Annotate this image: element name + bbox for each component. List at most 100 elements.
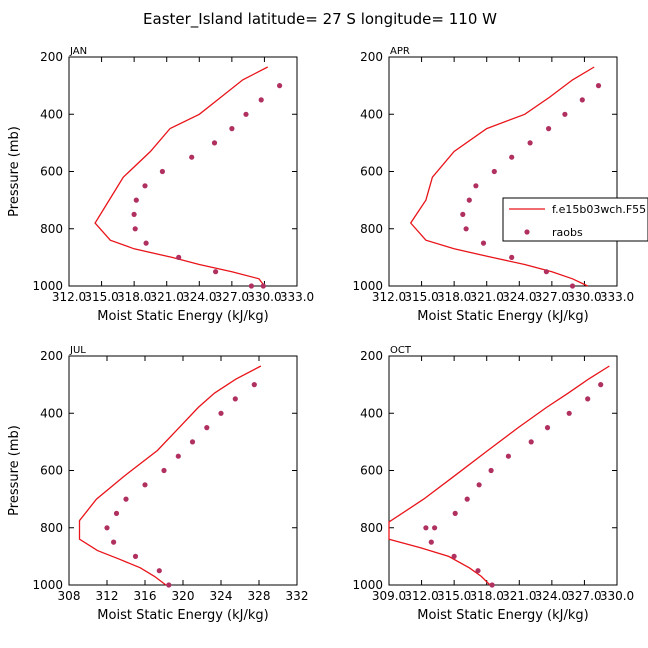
raobs-point <box>218 410 224 416</box>
raobs-point <box>423 525 429 531</box>
raobs-point <box>277 83 283 89</box>
y-tick-label: 200 <box>40 349 63 363</box>
x-axis-title: Moist Static Energy (kJ/kg) <box>417 309 588 324</box>
y-tick-label: 800 <box>360 222 383 236</box>
y-tick-label: 1000 <box>32 578 63 592</box>
panels: JAN312.0315.0318.0321.0324.0327.0330.033… <box>7 46 634 623</box>
x-tick-label: 320 <box>172 589 195 603</box>
x-tick-label: 330.0 <box>600 589 634 603</box>
y-tick-label: 400 <box>360 107 383 121</box>
raobs-point <box>243 111 249 117</box>
raobs-point <box>213 269 219 275</box>
raobs-point <box>491 168 497 175</box>
y-tick-label: 1000 <box>32 279 63 293</box>
x-tick-label: 327.0 <box>215 290 249 304</box>
raobs-point <box>466 197 472 203</box>
panel-label-jul: JUL <box>69 345 86 356</box>
raobs-point <box>475 568 481 574</box>
raobs-point <box>546 126 552 132</box>
raobs-point <box>579 97 585 103</box>
raobs-point <box>509 254 515 260</box>
raobs-point <box>473 183 479 189</box>
x-tick-label: 333.0 <box>280 290 314 304</box>
x-tick-label: 330.0 <box>567 290 601 304</box>
y-tick-label: 200 <box>360 349 383 363</box>
legend-marker-sample <box>524 229 530 235</box>
plot-frame-oct <box>388 355 618 586</box>
x-tick-label: 333.0 <box>600 290 634 304</box>
y-tick-label: 400 <box>40 406 63 420</box>
x-tick-label: 324 <box>210 589 233 603</box>
raobs-point <box>166 582 172 588</box>
legend-obs-label: raobs <box>552 226 583 239</box>
raobs-point <box>528 439 534 445</box>
raobs-point <box>132 226 138 232</box>
y-tick-label: 800 <box>40 521 63 535</box>
panel-label-oct: OCT <box>390 345 412 356</box>
raobs-point <box>460 211 466 217</box>
raobs-point <box>175 453 181 459</box>
panel-apr: APR 312.0315.0318.0321.0324.0327.0330.033… <box>352 46 634 324</box>
x-tick-label: 315.0 <box>437 589 471 603</box>
raobs-point <box>104 525 110 531</box>
raobs-point <box>142 183 148 189</box>
raobs-point <box>189 154 195 160</box>
x-tick-label: 324.0 <box>535 589 569 603</box>
raobs-point <box>176 254 182 260</box>
x-tick-label: 312 <box>96 589 119 603</box>
main-title: Easter_Island latitude= 27 S longitude= … <box>143 10 497 29</box>
raobs-point <box>432 525 438 531</box>
x-tick-label: 318.0 <box>470 589 504 603</box>
x-axis-title: Moist Static Energy (kJ/kg) <box>97 608 268 623</box>
y-axis-title: Pressure (mb) <box>7 126 22 217</box>
raobs-point <box>113 510 120 516</box>
raobs-point <box>161 467 167 474</box>
x-tick-label: 321.0 <box>502 589 536 603</box>
raobs-point <box>248 283 254 289</box>
y-tick-label: 400 <box>40 107 63 121</box>
model-profile-line-jan <box>94 66 268 287</box>
raobs-point <box>452 510 458 516</box>
x-tick-label: 321.0 <box>150 290 184 304</box>
x-tick-label: 312.0 <box>372 290 406 304</box>
y-tick-label: 600 <box>40 165 63 179</box>
x-tick-label: 312.0 <box>52 290 86 304</box>
raobs-point <box>480 240 487 246</box>
panel-jan: JAN 312.0315.0318.0321.0324.0327.0330.033… <box>7 46 314 324</box>
y-tick-label: 400 <box>360 406 383 420</box>
x-tick-label: 318.0 <box>117 290 151 304</box>
model-profile-line-oct <box>388 365 610 586</box>
plot-frame-jan <box>68 56 298 287</box>
x-tick-label: 321.0 <box>470 290 504 304</box>
plot-frame-apr <box>388 56 618 287</box>
x-tick-label: 318.0 <box>437 290 471 304</box>
y-tick-label: 600 <box>40 464 63 478</box>
x-tick-label: 316 <box>134 589 157 603</box>
model-profile-line-apr <box>409 66 595 287</box>
raobs-point <box>131 211 137 217</box>
raobs-point <box>159 168 165 175</box>
x-tick-label: 330.0 <box>247 290 281 304</box>
raobs-point <box>451 553 457 560</box>
x-axis-title: Moist Static Energy (kJ/kg) <box>97 309 268 324</box>
raobs-point <box>566 410 572 416</box>
y-tick-label: 200 <box>360 50 383 64</box>
y-tick-label: 1000 <box>352 279 383 293</box>
raobs-point <box>132 553 139 560</box>
raobs-point <box>569 283 576 289</box>
raobs-point <box>143 240 149 246</box>
x-axis-title: Moist Static Energy (kJ/kg) <box>417 608 588 623</box>
raobs-point <box>505 453 511 459</box>
raobs-point <box>585 396 591 402</box>
panel-jul: JUL 308 312 316 320 324 328 332 200 400 600 800 1000… <box>7 345 308 623</box>
raobs-point <box>544 425 551 431</box>
x-tick-label: 315.0 <box>404 290 438 304</box>
raobs-point <box>488 467 494 474</box>
raobs-point <box>251 382 257 388</box>
x-tick-label: 324.0 <box>182 290 216 304</box>
raobs-point <box>123 496 129 502</box>
panel-oct: OCT 309.0312.0315.0318.0321.0324.0327.033… <box>352 345 634 623</box>
raobs-point <box>598 382 604 388</box>
raobs-point <box>260 283 266 289</box>
